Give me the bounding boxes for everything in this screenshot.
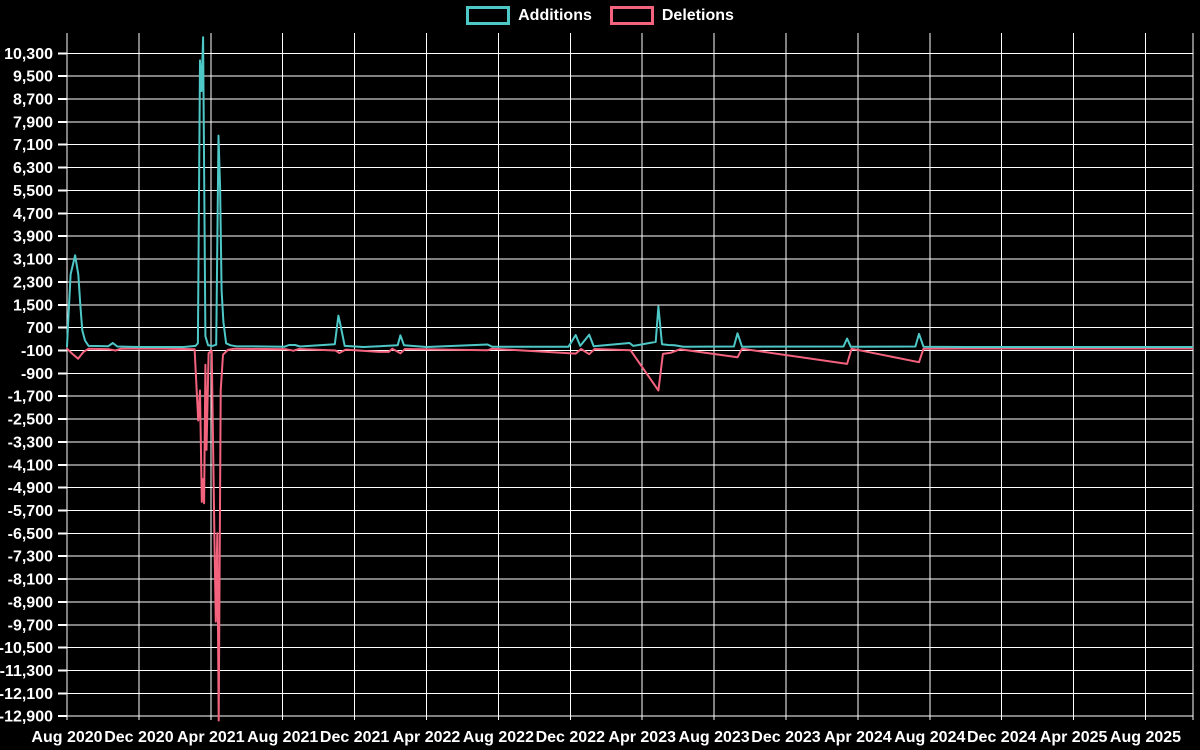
legend-item-additions[interactable]: Additions — [466, 6, 592, 25]
x-axis-tick-label: Apr 2021 — [177, 729, 245, 746]
legend-label-deletions: Deletions — [661, 6, 734, 24]
x-axis-tick-label: Aug 2021 — [247, 729, 318, 746]
y-axis-tick-label: -11,300 — [0, 663, 53, 680]
additions-line — [66, 36, 1194, 348]
legend-item-deletions[interactable]: Deletions — [609, 6, 734, 25]
legend-label-additions: Additions — [518, 6, 592, 24]
x-axis-tick-label: Dec 2023 — [751, 729, 820, 746]
y-axis-tick-label: -4,100 — [8, 457, 53, 474]
y-axis-tick-label: -8,100 — [8, 572, 53, 589]
y-axis-tick-label: -4,900 — [8, 480, 53, 497]
series-layer — [66, 36, 1194, 722]
y-axis-tick-label: 10,300 — [4, 46, 53, 63]
y-axis-tick-label: -12,900 — [0, 709, 53, 726]
x-axis-tick-label: Aug 2020 — [31, 729, 102, 746]
x-axis-tick-label: Dec 2024 — [967, 729, 1036, 746]
additions-swatch-icon — [466, 6, 511, 25]
x-axis-tick-label: Apr 2024 — [824, 729, 892, 746]
y-axis-tick-label: 700 — [26, 320, 53, 337]
x-axis-tick-label: Aug 2024 — [894, 729, 965, 746]
y-axis-tick-label: 3,900 — [13, 229, 53, 246]
y-axis-tick-label: 7,900 — [13, 114, 53, 131]
x-axis-tick-label: Aug 2023 — [679, 729, 750, 746]
x-axis-tick-label: Dec 2021 — [320, 729, 389, 746]
y-axis-tick-label: -10,500 — [0, 640, 53, 657]
y-axis-tick-label: 3,100 — [13, 252, 53, 269]
deletions-swatch-icon — [609, 6, 654, 25]
y-axis-tick-label: 5,500 — [13, 183, 53, 200]
y-axis-tick-label: -2,500 — [8, 412, 53, 429]
x-gridlines-and-labels: Aug 2020 Dec 2020 Apr 2021 Aug 2021 Dec 2021… — [31, 33, 1194, 746]
y-axis-tick-label: 8,700 — [13, 92, 53, 109]
y-axis-tick-label: 4,700 — [13, 206, 53, 223]
y-axis-tick-label: -900 — [21, 366, 53, 383]
y-axis-tick-label: -1,700 — [8, 389, 53, 406]
y-axis-tick-label: -9,700 — [8, 617, 53, 634]
chart-legend: Additions Deletions — [0, 6, 1200, 25]
x-axis-tick-label: Dec 2020 — [104, 729, 173, 746]
x-axis-tick-label: Apr 2025 — [1040, 729, 1108, 746]
x-axis-tick-label: Aug 2025 — [1110, 729, 1181, 746]
y-axis-tick-label: -6,500 — [8, 526, 53, 543]
y-axis-tick-label: -3,300 — [8, 434, 53, 451]
y-axis-tick-label: 2,300 — [13, 274, 53, 291]
x-axis-tick-label: Apr 2022 — [393, 729, 461, 746]
y-gridlines-and-labels: 10,300 9,500 8,700 7,900 7,100 6,300 5,500 4,70… — [0, 46, 1193, 726]
y-axis-tick-label: 7,100 — [13, 137, 53, 154]
y-axis-tick-label: 1,500 — [13, 297, 53, 314]
y-axis-tick-label: 9,500 — [13, 69, 53, 86]
y-axis-tick-label: -7,300 — [8, 549, 53, 566]
y-axis-tick-label: -5,700 — [8, 503, 53, 520]
x-axis-tick-label: Aug 2022 — [463, 729, 534, 746]
y-axis-tick-label: 6,300 — [13, 160, 53, 177]
x-axis-tick-label: Dec 2022 — [536, 729, 605, 746]
y-axis-tick-label: -12,100 — [0, 686, 53, 703]
x-axis-tick-label: Apr 2023 — [608, 729, 676, 746]
y-axis-tick-label: -100 — [21, 343, 53, 360]
deletions-line — [66, 347, 1194, 722]
y-axis-tick-label: -8,900 — [8, 594, 53, 611]
